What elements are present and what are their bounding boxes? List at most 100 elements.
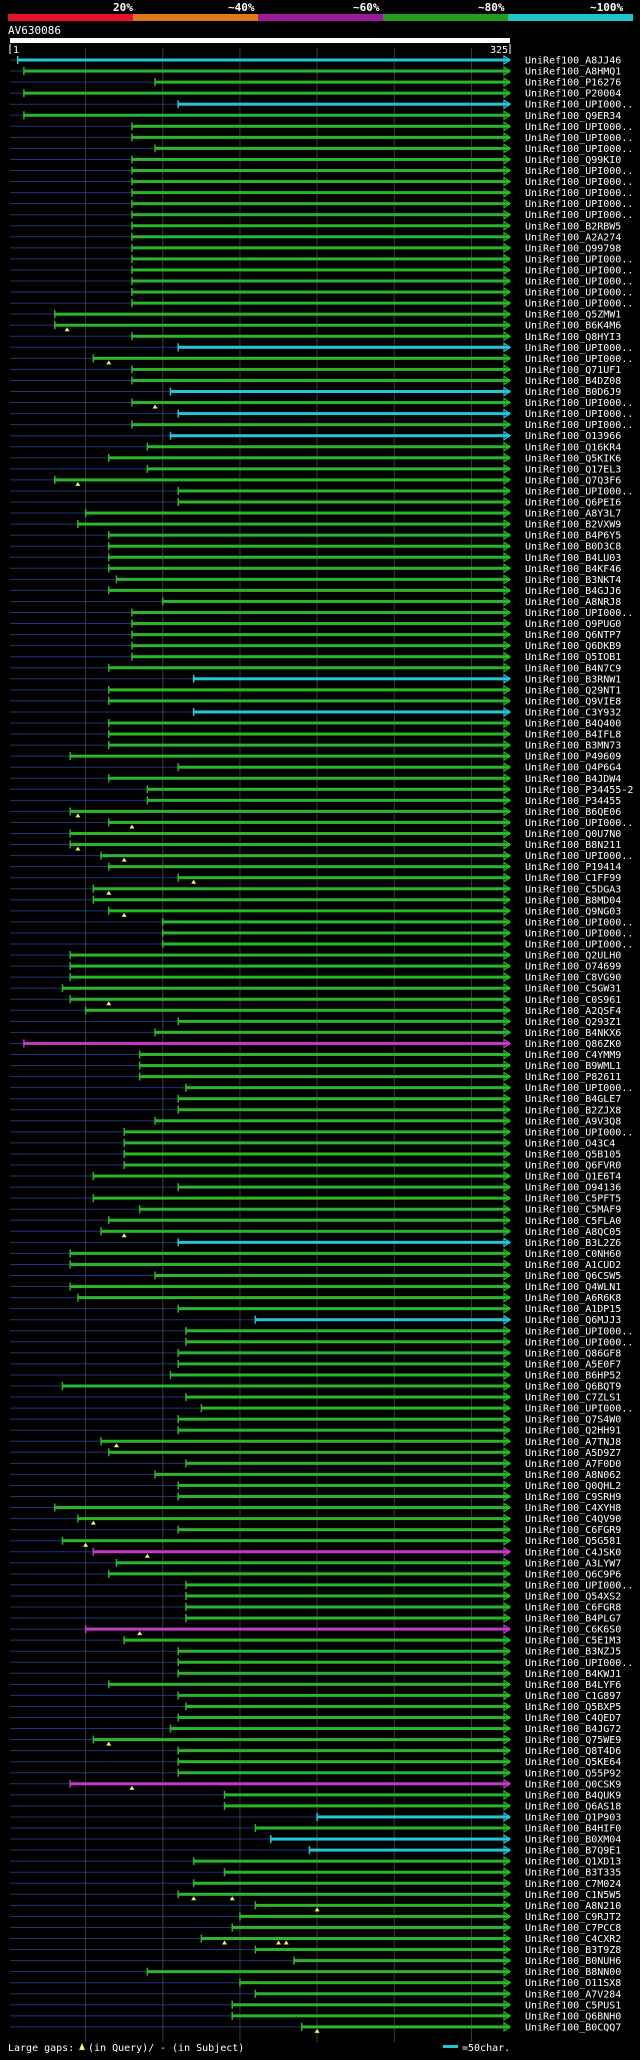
hit-label[interactable]: UniRef100_A5D9Z7 <box>525 1448 621 1459</box>
hit-label[interactable]: UniRef100_UPI000.. <box>525 188 633 199</box>
hit-label[interactable]: UniRef100_Q5B105 <box>525 1149 621 1160</box>
hit-label[interactable]: UniRef100_UPI000.. <box>525 940 633 951</box>
hit-label[interactable]: UniRef100_C5E1M3 <box>525 1636 621 1647</box>
hit-label[interactable]: UniRef100_Q9VIE8 <box>525 696 621 707</box>
hit-label[interactable]: UniRef100_Q9NG03 <box>525 906 621 917</box>
hit-label[interactable]: UniRef100_B4KWJ1 <box>525 1669 621 1680</box>
hit-label[interactable]: UniRef100_A2A274 <box>525 232 621 243</box>
hit-label[interactable]: UniRef100_B2ZJX8 <box>525 1105 621 1116</box>
hit-label[interactable]: UniRef100_UPI000.. <box>525 254 633 265</box>
hit-label[interactable]: UniRef100_C4QED7 <box>525 1713 621 1724</box>
hit-label[interactable]: UniRef100_B2VXW9 <box>525 520 621 531</box>
hit-label[interactable]: UniRef100_B4Q400 <box>525 719 621 730</box>
hit-label[interactable]: UniRef100_B3T9Z8 <box>525 1945 621 1956</box>
hit-label[interactable]: UniRef100_UPI000.. <box>525 1404 633 1415</box>
hit-label[interactable]: UniRef100_Q1E6T4 <box>525 1172 621 1183</box>
hit-label[interactable]: UniRef100_UPI000.. <box>525 917 633 928</box>
hit-label[interactable]: UniRef100_C8VG90 <box>525 973 621 984</box>
hit-label[interactable]: UniRef100_UPI000.. <box>525 288 633 299</box>
hit-label[interactable]: UniRef100_C1N5W5 <box>525 1890 621 1901</box>
hit-label[interactable]: UniRef100_B0XM04 <box>525 1835 621 1846</box>
hit-label[interactable]: UniRef100_Q5BXP5 <box>525 1702 621 1713</box>
hit-label[interactable]: UniRef100_C5GW31 <box>525 984 621 995</box>
hit-label[interactable]: UniRef100_B4PLG7 <box>525 1614 621 1625</box>
hit-label[interactable]: UniRef100_UPI000.. <box>525 608 633 619</box>
hit-label[interactable]: UniRef100_C7PCC8 <box>525 1923 621 1934</box>
hit-label[interactable]: UniRef100_UPI000.. <box>525 1083 633 1094</box>
hit-label[interactable]: UniRef100_B0NUH6 <box>525 1956 621 1967</box>
hit-label[interactable]: UniRef100_P49609 <box>525 752 621 763</box>
hit-label[interactable]: UniRef100_P34455-2 <box>525 785 633 796</box>
hit-label[interactable]: UniRef100_Q5KIK6 <box>525 453 621 464</box>
hit-label[interactable]: UniRef100_A7V284 <box>525 1989 621 2000</box>
hit-label[interactable]: UniRef100_Q0CSK9 <box>525 1779 621 1790</box>
hit-label[interactable]: UniRef100_C1G897 <box>525 1691 621 1702</box>
hit-label[interactable]: UniRef100_C4CXR2 <box>525 1934 621 1945</box>
hit-label[interactable]: UniRef100_Q4WLN1 <box>525 1282 621 1293</box>
hit-label[interactable]: UniRef100_Q4P6G4 <box>525 763 621 774</box>
hit-label[interactable]: UniRef100_B4KF46 <box>525 564 621 575</box>
hit-label[interactable]: UniRef100_Q5IOB1 <box>525 652 621 663</box>
hit-label[interactable]: UniRef100_A8JJ46 <box>525 56 621 67</box>
hit-label[interactable]: UniRef100_A6R6K8 <box>525 1293 621 1304</box>
hit-label[interactable]: UniRef100_A1DP15 <box>525 1304 621 1315</box>
hit-label[interactable]: UniRef100_Q55P92 <box>525 1768 621 1779</box>
hit-label[interactable]: UniRef100_B6HP52 <box>525 1370 621 1381</box>
hit-label[interactable]: UniRef100_UPI000.. <box>525 1580 633 1591</box>
hit-label[interactable]: UniRef100_B8MD04 <box>525 895 621 906</box>
hit-label[interactable]: UniRef100_O94136 <box>525 1183 621 1194</box>
hit-label[interactable]: UniRef100_UPI000.. <box>525 199 633 210</box>
hit-label[interactable]: UniRef100_B9WML1 <box>525 1061 621 1072</box>
hit-label[interactable]: UniRef100_C4JSK0 <box>525 1547 621 1558</box>
hit-label[interactable]: UniRef100_UPI000.. <box>525 299 633 310</box>
hit-label[interactable]: UniRef100_UPI000.. <box>525 486 633 497</box>
hit-label[interactable]: UniRef100_B4HIF0 <box>525 1824 621 1835</box>
hit-label[interactable]: UniRef100_Q86ZK0 <box>525 1039 621 1050</box>
hit-label[interactable]: UniRef100_B4N7C9 <box>525 663 621 674</box>
hit-label[interactable]: UniRef100_UPI000.. <box>525 265 633 276</box>
hit-label[interactable]: UniRef100_Q75WE9 <box>525 1735 621 1746</box>
hit-label[interactable]: UniRef100_Q7Q3F6 <box>525 475 621 486</box>
hit-label[interactable]: UniRef100_B2RBW5 <box>525 221 621 232</box>
hit-label[interactable]: UniRef100_UPI000.. <box>525 398 633 409</box>
hit-label[interactable]: UniRef100_A8NRJ8 <box>525 597 621 608</box>
hit-label[interactable]: UniRef100_C6FGR9 <box>525 1525 621 1536</box>
hit-label[interactable]: UniRef100_B4P6Y5 <box>525 531 621 542</box>
hit-label[interactable]: UniRef100_UPI000.. <box>525 100 633 111</box>
hit-label[interactable]: UniRef100_A7F0D0 <box>525 1459 621 1470</box>
hit-label[interactable]: UniRef100_UPI000.. <box>525 210 633 221</box>
hit-label[interactable]: UniRef100_A8QC05 <box>525 1227 621 1238</box>
hit-label[interactable]: UniRef100_UPI000.. <box>525 166 633 177</box>
hit-label[interactable]: UniRef100_B3L2Z6 <box>525 1238 621 1249</box>
hit-label[interactable]: UniRef100_Q6NTP7 <box>525 630 621 641</box>
hit-label[interactable]: UniRef100_Q2HH91 <box>525 1426 621 1437</box>
hit-label[interactable]: UniRef100_A8Y3L7 <box>525 509 621 520</box>
hit-label[interactable]: UniRef100_UPI000.. <box>525 1127 633 1138</box>
hit-label[interactable]: UniRef100_Q99798 <box>525 243 621 254</box>
hit-label[interactable]: UniRef100_UPI000.. <box>525 409 633 420</box>
hit-label[interactable]: UniRef100_UPI000.. <box>525 277 633 288</box>
hit-label[interactable]: UniRef100_C6K6S0 <box>525 1625 621 1636</box>
hit-label[interactable]: UniRef100_O43C4 <box>525 1138 615 1149</box>
hit-label[interactable]: UniRef100_C0S961 <box>525 995 621 1006</box>
hit-label[interactable]: UniRef100_C5DGA3 <box>525 884 621 895</box>
hit-label[interactable]: UniRef100_P19414 <box>525 862 621 873</box>
hit-label[interactable]: UniRef100_UPI000.. <box>525 928 633 939</box>
hit-label[interactable]: UniRef100_UPI000.. <box>525 420 633 431</box>
hit-label[interactable]: UniRef100_O13966 <box>525 431 621 442</box>
hit-label[interactable]: UniRef100_UPI000.. <box>525 177 633 188</box>
hit-label[interactable]: UniRef100_Q6DKB9 <box>525 641 621 652</box>
hit-label[interactable]: UniRef100_Q6C9P6 <box>525 1569 621 1580</box>
hit-label[interactable]: UniRef100_O11SX8 <box>525 1978 621 1989</box>
hit-label[interactable]: UniRef100_B4NKX6 <box>525 1028 621 1039</box>
hit-label[interactable]: UniRef100_B6QE06 <box>525 807 621 818</box>
hit-label[interactable]: UniRef100_Q6AS18 <box>525 1801 621 1812</box>
hit-label[interactable]: UniRef100_C9RJT2 <box>525 1912 621 1923</box>
hit-label[interactable]: UniRef100_B8N211 <box>525 840 621 851</box>
hit-label[interactable]: UniRef100_C5MAF9 <box>525 1205 621 1216</box>
hit-label[interactable]: UniRef100_UPI000.. <box>525 144 633 155</box>
hit-label[interactable]: UniRef100_Q6FVR0 <box>525 1161 621 1172</box>
hit-label[interactable]: UniRef100_A9V3Q8 <box>525 1116 621 1127</box>
hit-label[interactable]: UniRef100_Q9PUG0 <box>525 619 621 630</box>
hit-label[interactable]: UniRef100_P82611 <box>525 1072 621 1083</box>
